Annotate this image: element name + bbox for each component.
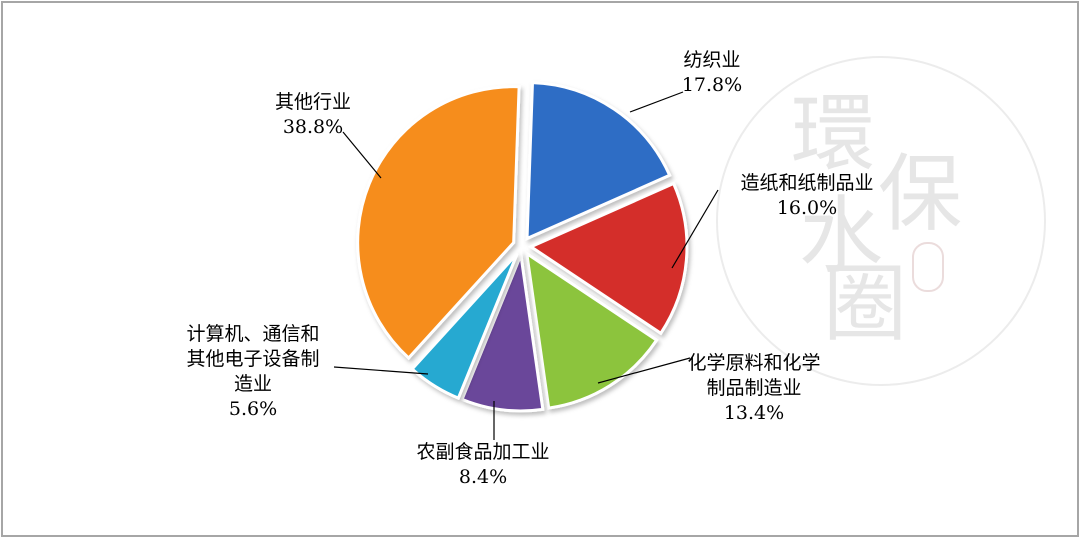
label-other-name: 其他行业 [274,91,351,113]
slice-textile [525,81,672,241]
slice-other [356,85,521,361]
watermark-char-2: 保 [878,145,962,243]
watermark-char-1: 環 [791,85,875,183]
slice-chemical [524,250,659,410]
label-textile-value: 17.8% [681,74,743,96]
label-chemical: 化学原料和化学 制品制造业 13.4% [654,351,854,426]
label-paper-name: 造纸和纸制品业 [740,172,874,194]
slice-paper [527,181,689,336]
label-chemical-line-1: 化学原料和化学 [687,352,821,374]
watermark-char-3: 水 [799,187,883,285]
label-other-value: 38.8% [282,116,344,138]
label-food: 农副食品加工业 8.4% [398,440,568,490]
slice-food [460,249,545,413]
leader-textile [629,91,684,113]
label-electronics-value: 5.6% [228,398,278,420]
label-electronics-line-1: 计算机、通信和 [186,323,320,345]
label-electronics-line-3: 造业 [233,373,272,395]
label-chemical-value: 13.4% [723,402,785,424]
label-other: 其他行业 38.8% [258,90,368,140]
watermark-small-seal [912,242,944,292]
label-textile-name: 纺织业 [683,49,741,71]
watermark-seal: 環 保 水 圈 [716,56,1046,386]
label-food-name: 农副食品加工业 [416,441,550,463]
label-textile: 纺织业 17.8% [662,48,762,98]
label-electronics-line-2: 其他电子设备制 [186,348,320,370]
label-food-value: 8.4% [458,466,508,488]
watermark-char-4: 圈 [823,255,907,353]
leader-paper [671,189,719,269]
watermark-logo: 環 保 水 圈 [715,55,1047,387]
slice-electronics [410,252,519,401]
leader-chemical [597,357,691,384]
label-paper: 造纸和纸制品业 16.0% [722,171,892,221]
label-paper-value: 16.0% [776,197,838,219]
label-electronics: 计算机、通信和 其他电子设备制 造业 5.6% [168,322,338,422]
leader-electronics [333,366,429,375]
label-chemical-line-2: 制品制造业 [706,377,802,399]
leader-other [342,131,382,179]
